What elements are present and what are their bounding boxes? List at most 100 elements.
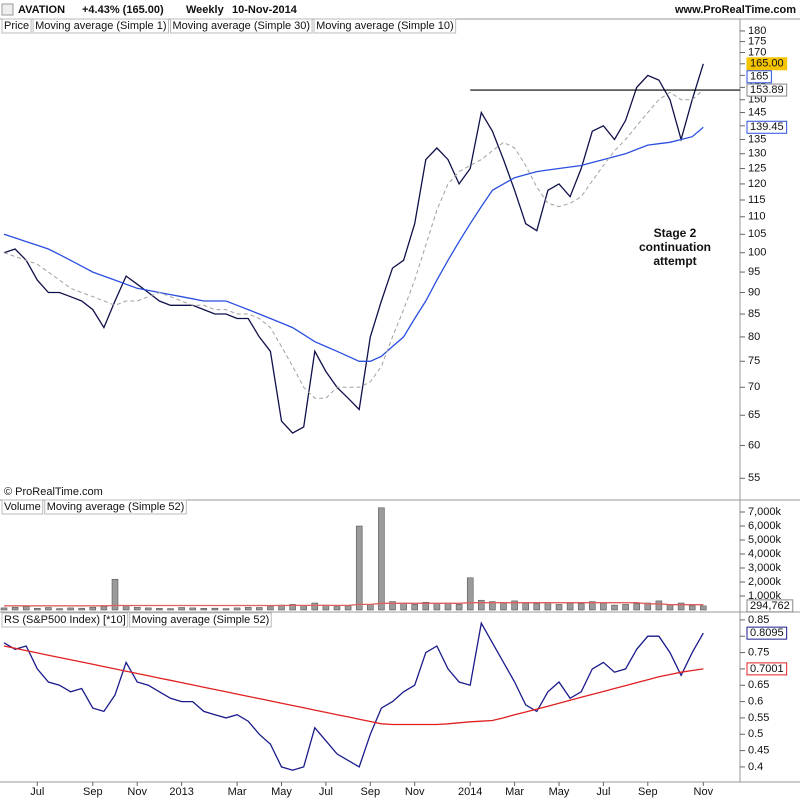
bar <box>78 607 85 611</box>
bar <box>544 602 552 611</box>
y-tick-label: 4,000k <box>748 548 782 560</box>
y-tick-label: 135 <box>748 133 766 145</box>
x-tick-label: May <box>271 786 292 798</box>
bar <box>566 602 574 611</box>
period: Weekly <box>186 4 225 16</box>
bar <box>67 607 74 611</box>
y-tick-label: 80 <box>748 331 760 343</box>
x-tick-label: Sep <box>361 786 381 798</box>
value-tag <box>746 57 788 71</box>
bar <box>222 608 230 611</box>
bar <box>211 607 219 611</box>
bar <box>344 605 352 611</box>
y-tick-label: 0.4 <box>748 761 763 773</box>
value-tag-label: 153.89 <box>750 84 784 96</box>
series-line <box>3 645 704 726</box>
value-tag <box>746 120 788 134</box>
legend-entry: Moving average (Simple 30) <box>173 20 311 32</box>
bar <box>589 601 596 611</box>
bar <box>311 602 319 611</box>
bar <box>511 600 518 611</box>
copyright: © ProRealTime.com <box>4 486 103 498</box>
y-tick-label: 130 <box>748 148 766 160</box>
value-tag-label: 165 <box>750 71 768 83</box>
value-tag-label: 139.45 <box>750 121 784 133</box>
bar <box>444 602 452 611</box>
y-tick-label: 2,000k <box>748 576 782 588</box>
value-tag <box>746 599 794 613</box>
x-tick-label: Mar <box>228 786 247 798</box>
y-tick-label: 3,000k <box>748 562 782 574</box>
value-tag-label: 0.7001 <box>750 663 784 675</box>
series-line <box>3 89 704 399</box>
x-tick-label: Mar <box>505 786 524 798</box>
legend-entry: Price <box>4 20 29 32</box>
bar <box>189 607 196 611</box>
value-tag-label: 165.00 <box>750 58 784 70</box>
bar <box>355 525 363 611</box>
legend-entry: RS (S&P500 Index) [*10] <box>4 614 126 626</box>
bar <box>655 600 663 611</box>
bar <box>411 604 418 611</box>
bar <box>34 608 41 611</box>
bar <box>600 602 607 611</box>
y-tick-label: 0.55 <box>748 712 769 724</box>
y-tick-label: 150 <box>748 94 766 106</box>
y-tick-label: 120 <box>748 178 766 190</box>
x-tick-label: Jul <box>319 786 333 798</box>
x-tick-label: May <box>549 786 570 798</box>
legend-box <box>1 18 32 34</box>
x-tick-label: 2013 <box>169 786 193 798</box>
y-tick-label: 70 <box>748 381 760 393</box>
bar <box>45 607 52 611</box>
value-tag <box>746 70 772 84</box>
bar <box>145 607 152 611</box>
bar <box>466 577 474 611</box>
y-tick-label: 90 <box>748 286 760 298</box>
x-tick-label: 2014 <box>458 786 482 798</box>
y-tick-label: 125 <box>748 162 766 174</box>
y-tick-label: 0.75 <box>748 646 769 658</box>
bar <box>178 607 185 611</box>
bar <box>89 606 97 611</box>
bar <box>455 604 463 611</box>
bar <box>433 603 441 611</box>
bar <box>555 604 563 611</box>
title: AVATION <box>18 4 65 16</box>
legend-entry: Moving average (Simple 52) <box>132 614 270 626</box>
bar <box>111 578 119 611</box>
legend-box <box>1 499 44 515</box>
y-tick-label: 175 <box>748 35 766 47</box>
bar <box>256 607 263 611</box>
series-line <box>4 602 704 607</box>
bar <box>167 608 174 611</box>
value-tag-label: 294,762 <box>750 600 790 612</box>
x-tick-label: Sep <box>638 786 658 798</box>
bar <box>533 603 541 611</box>
annotation: attempt <box>653 254 696 268</box>
legend-box <box>44 499 187 515</box>
bar <box>622 604 629 611</box>
x-tick-label: Nov <box>127 786 147 798</box>
legend-box <box>129 612 272 628</box>
y-tick-label: 95 <box>748 266 760 278</box>
bar <box>244 606 252 611</box>
site: www.ProRealTime.com <box>674 4 796 16</box>
legend-box <box>170 18 313 34</box>
bar <box>100 606 108 611</box>
series-line <box>3 126 704 362</box>
bar <box>400 602 407 611</box>
y-tick-label: 105 <box>748 228 766 240</box>
y-tick-label: 100 <box>748 247 766 259</box>
bar <box>378 507 385 611</box>
y-tick-label: 0.85 <box>748 614 769 626</box>
x-tick-label: Sep <box>83 786 103 798</box>
bar <box>0 607 8 611</box>
legend-box <box>32 18 170 34</box>
series-line <box>3 63 704 434</box>
y-tick-label: 0.65 <box>748 679 769 691</box>
bar <box>489 601 496 611</box>
bar <box>56 608 63 611</box>
bar <box>367 604 374 611</box>
